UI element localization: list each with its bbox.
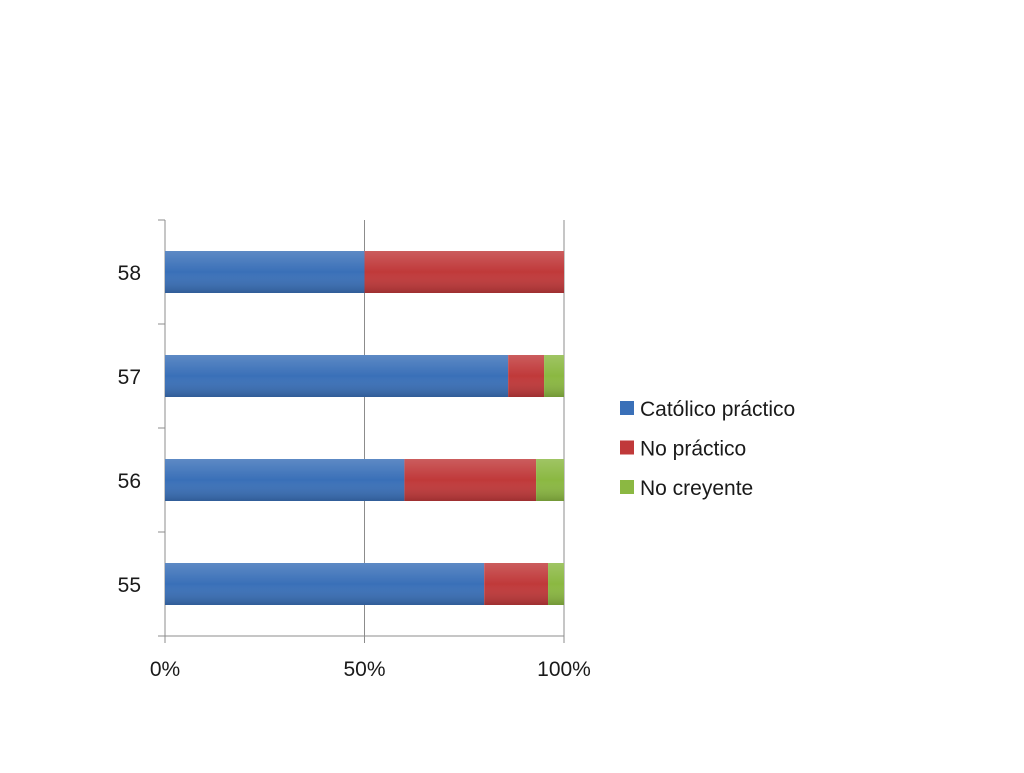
bar-segment-shade [536,459,564,501]
legend-swatch [620,401,634,415]
y-tick-label: 55 [118,574,141,597]
x-tick-label: 100% [537,658,591,681]
legend-label: Católico práctico [640,398,795,421]
bar-segment-shade [548,563,564,605]
bar-segment-shade [165,459,405,501]
bar-segment-shade [165,355,509,397]
bar-segment-shade [364,251,564,293]
bar-segment-shade [484,563,549,605]
x-tick-label: 0% [150,658,180,681]
y-tick-label: 58 [118,262,141,285]
bar-segment-shade [508,355,545,397]
x-tick-label: 50% [343,658,385,681]
legend-label: No práctico [640,438,746,461]
bar-segment-shade [165,563,485,605]
y-tick-label: 57 [118,366,141,389]
bar-segment-shade [544,355,564,397]
legend: Católico práctico No práctico No creyente [620,398,795,500]
legend-swatch [620,480,634,494]
legend-label: No creyente [640,477,753,500]
bar-segment-shade [165,251,365,293]
bars [165,251,564,605]
y-tick-label: 56 [118,470,141,493]
legend-swatch [620,440,634,455]
tick-labels: 0% 50% 100% 55 56 57 58 [118,262,591,681]
bar-segment-shade [404,459,537,501]
